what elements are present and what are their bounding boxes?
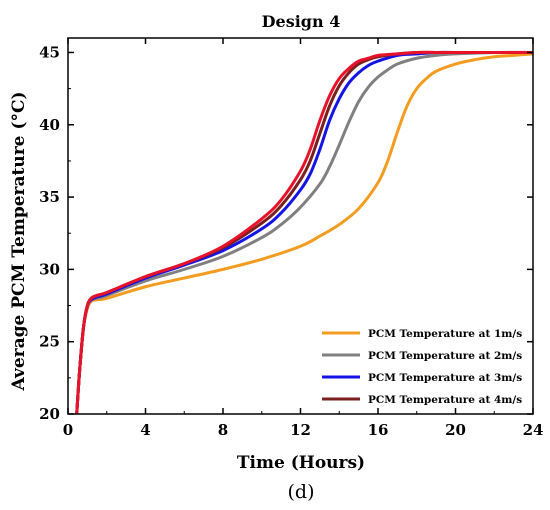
legend: PCM Temperature at 1m/s PCM Temperature a… bbox=[322, 328, 522, 406]
x-tick-label: 8 bbox=[218, 421, 228, 439]
x-tick-label: 16 bbox=[368, 421, 389, 439]
y-tick-label: 45 bbox=[39, 43, 60, 61]
legend-label-3: PCM Temperature at 3m/s bbox=[368, 372, 522, 384]
y-tick-label: 30 bbox=[39, 260, 60, 278]
plot-area: 0 4 8 12 16 20 24 20 25 30 35 40 45 PCM Temperature a… bbox=[39, 37, 544, 439]
panel-label: (d) bbox=[288, 481, 315, 503]
legend-label-4: PCM Temperature at 4m/s bbox=[368, 394, 522, 406]
y-axis-title: Average PCM Temperature (°C) bbox=[9, 91, 29, 391]
legend-label-1: PCM Temperature at 1m/s bbox=[368, 328, 522, 340]
y-tick-label: 20 bbox=[39, 405, 60, 423]
x-tick-label: 0 bbox=[63, 421, 73, 439]
y-tick-label: 25 bbox=[39, 333, 60, 351]
y-tick-label: 35 bbox=[39, 188, 60, 206]
series-group bbox=[75, 50, 533, 414]
x-tick-label: 12 bbox=[290, 421, 311, 439]
y-tick-label: 40 bbox=[39, 116, 60, 134]
x-axis-title: Time (Hours) bbox=[237, 453, 365, 473]
series-line-5 bbox=[75, 50, 533, 414]
x-tick-label: 4 bbox=[140, 421, 150, 439]
x-tick-label: 20 bbox=[445, 421, 466, 439]
x-tick-label: 24 bbox=[523, 421, 544, 439]
legend-label-2: PCM Temperature at 2m/s bbox=[368, 350, 522, 362]
chart-title: Design 4 bbox=[262, 12, 341, 31]
